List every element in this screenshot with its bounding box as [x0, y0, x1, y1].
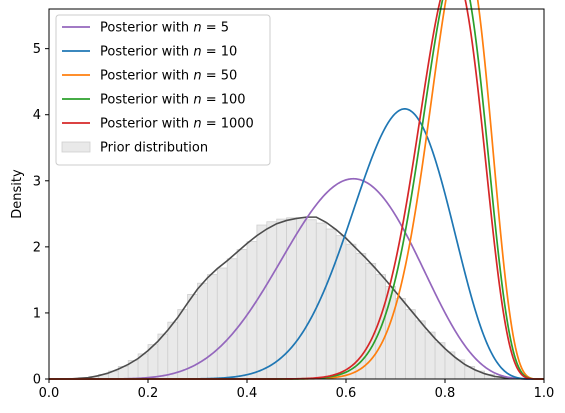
y-tick-label-4: 4	[33, 108, 41, 123]
x-tick-label-2: 0.4	[237, 386, 258, 401]
x-tick-label-1: 0.2	[138, 386, 159, 401]
prior-bar-25	[296, 217, 307, 380]
prior-bar-30	[345, 243, 357, 380]
legend-label-prior: Prior distribution	[100, 141, 208, 156]
x-axis: 0.0 0.2 0.4 0.6 0.8 1.0	[39, 379, 555, 401]
prior-bar-35	[395, 297, 406, 380]
y-tick-label-0: 0	[33, 373, 41, 388]
legend-swatch-prior	[61, 141, 91, 153]
y-axis: 0 1 2 3 4 5	[33, 42, 49, 388]
prior-bar-22	[266, 221, 278, 380]
prior-bar-32	[365, 262, 377, 380]
legend-box	[55, 14, 271, 166]
prior-bar-18	[226, 258, 238, 380]
prior-bar-27	[315, 222, 327, 380]
x-tick-label-5: 1.0	[534, 386, 555, 401]
prior-bar-15	[197, 282, 208, 380]
prior-bar-20	[246, 241, 258, 380]
legend-label-1: Posterior with n = 10	[100, 45, 237, 60]
legend-label-0: Posterior with n = 5	[100, 21, 229, 36]
x-tick-label-4: 0.8	[435, 386, 456, 401]
legend-label-3: Posterior with n = 100	[100, 93, 246, 108]
legend: Posterior with n = 5 Posterior with n = 1…	[55, 14, 271, 166]
prior-bar-36	[404, 309, 416, 380]
y-tick-label-3: 3	[33, 174, 41, 189]
prior-bar-38	[424, 331, 436, 380]
y-tick-label-1: 1	[33, 306, 41, 321]
prior-density-curve	[49, 216, 544, 380]
y-tick-label-5: 5	[33, 42, 41, 57]
prior-bar-16	[206, 274, 218, 380]
plot-frame	[48, 8, 545, 380]
prior-bar-37	[414, 320, 426, 380]
prior-bar-28	[325, 228, 337, 380]
legend-label-2: Posterior with n = 50	[100, 69, 237, 84]
y-tick-label-2: 2	[33, 240, 41, 255]
prior-bar-19	[236, 249, 248, 380]
y-axis-label: Density	[10, 169, 25, 219]
prior-curve-group	[49, 216, 544, 380]
prior-bar-17	[216, 267, 228, 380]
prior-bar-26	[305, 219, 317, 380]
prior-bar-21	[256, 224, 268, 380]
x-tick-label-0: 0.0	[39, 386, 60, 401]
x-tick-label-3: 0.6	[336, 386, 357, 401]
legend-label-4: Posterior with n = 1000	[100, 117, 254, 132]
prior-bar-12	[167, 321, 179, 380]
